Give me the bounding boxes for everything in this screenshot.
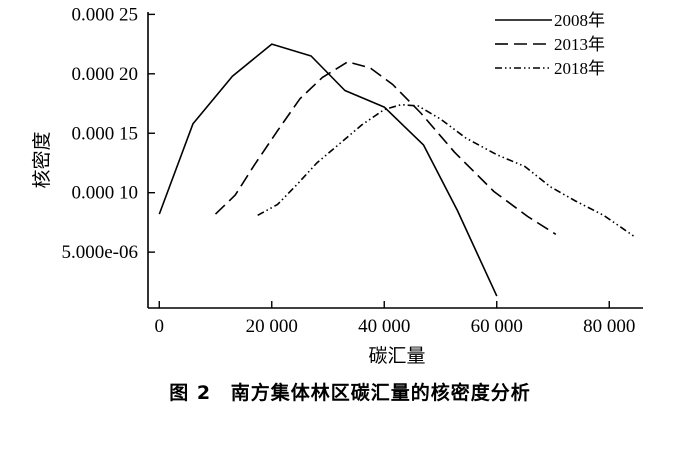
figure-caption-text: 南方集体林区碳汇量的核密度分析 <box>230 382 531 404</box>
y-tick-label: 0.000 25 <box>72 4 139 25</box>
x-tick-label: 40 000 <box>358 316 410 337</box>
figure-number: 图 2 <box>169 382 212 404</box>
legend-label-3: 2018年 <box>554 59 605 78</box>
chart-tick-labels: 5.000e-06 0.000 10 0.000 15 0.000 20 0.000 2… <box>61 4 635 337</box>
y-tick-label: 0.000 20 <box>72 64 139 85</box>
x-tick-label: 0 <box>155 316 165 337</box>
kernel-density-chart: 5.000e-06 0.000 10 0.000 15 0.000 20 0.000 2… <box>31 4 643 367</box>
y-axis-title: 核密度 <box>31 131 53 188</box>
chart-series-lines <box>158 43 636 297</box>
y-tick-label: 0.000 15 <box>72 123 139 144</box>
series-line-2 <box>214 61 557 235</box>
series-line-1 <box>158 43 498 297</box>
series-line-3 <box>257 103 636 238</box>
chart-legend: 2008年 2013年 2018年 <box>495 11 605 78</box>
chart-axes <box>147 12 643 309</box>
legend-label-2: 2013年 <box>554 35 605 54</box>
legend-label-1: 2008年 <box>554 11 605 30</box>
x-tick-label: 60 000 <box>471 316 523 337</box>
y-tick-label: 0.000 10 <box>72 183 139 204</box>
x-tick-label: 20 000 <box>246 316 298 337</box>
x-axis-title: 碳汇量 <box>368 345 425 367</box>
figure-caption: 图 2 南方集体林区碳汇量的核密度分析 <box>0 378 700 405</box>
x-tick-label: 80 000 <box>583 316 635 337</box>
y-tick-label: 5.000e-06 <box>61 242 138 263</box>
